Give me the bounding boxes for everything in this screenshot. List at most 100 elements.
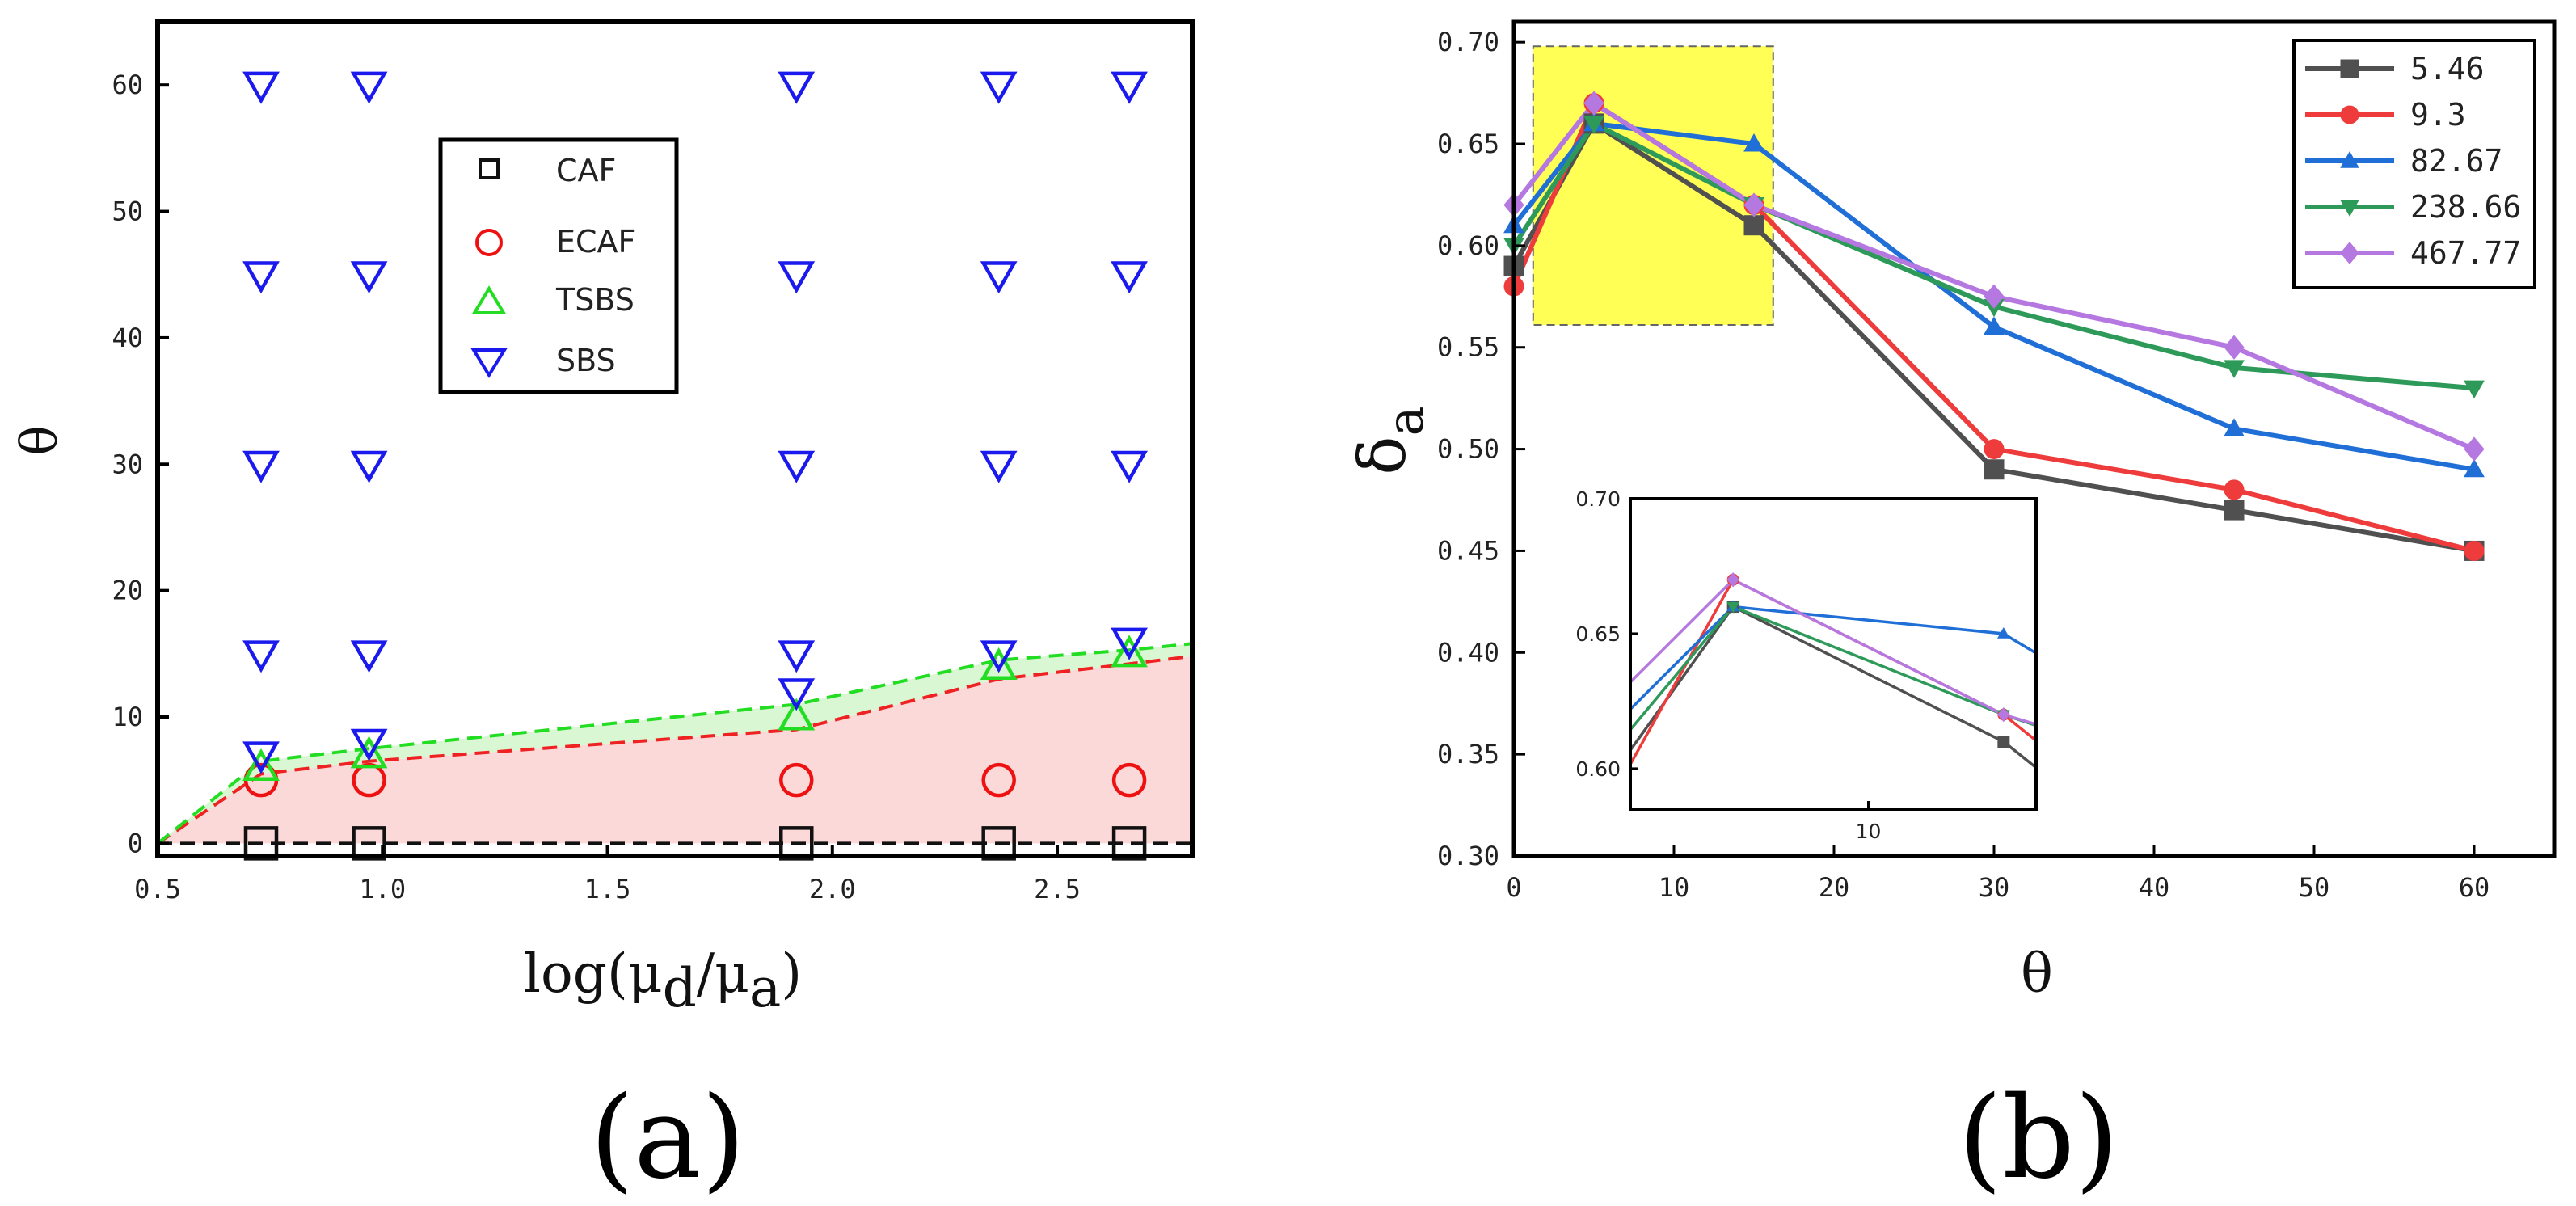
y-axis-title-b: δa (1345, 406, 1435, 474)
inset-ticks: 10 0.60 0.65 0.70 (1575, 487, 1881, 843)
sbs-point-3 (242, 261, 280, 294)
inset-5-46-point-0 (1592, 790, 1604, 801)
x-tick-label: 2.5 (1034, 874, 1081, 904)
plot-frame-b (1511, 19, 2557, 858)
legend-tsbs-label: TSBS (555, 282, 635, 318)
sbs-point-1 (242, 640, 280, 673)
ecaf-region (158, 656, 1192, 844)
sbs-point-2 (242, 450, 280, 483)
sbs-point-5 (350, 728, 388, 761)
x-tick-label: 0.5 (134, 874, 181, 904)
tsbs-point-2 (778, 698, 816, 731)
sbs-point-11 (778, 640, 816, 673)
x-title-sub1: d (663, 957, 697, 1019)
caf-point-0 (243, 826, 279, 861)
series-lines (1511, 100, 2476, 554)
y-ticks-b: 0.30 0.35 0.40 0.45 0.50 0.55 0.60 0.65 0.70 (1437, 27, 1525, 871)
legend-label-82-67: 82.67 (2410, 143, 2502, 179)
y-axis-title: θ (10, 425, 69, 455)
y-tick-label: 0.60 (1437, 230, 1499, 261)
sbs-point-14 (778, 71, 816, 104)
panel-a: 0.5 1.0 1.5 2.0 2.5 0 10 20 30 40 50 60 θ log(μd/μ… (10, 19, 1195, 1204)
legend-caf-label: CAF (556, 153, 616, 188)
caf-point-4 (1111, 826, 1147, 861)
sbs-point-9 (350, 71, 388, 104)
sbs-point-6 (350, 640, 388, 673)
legend-a: CAF ECAF TSBS SBS (438, 137, 679, 394)
series-line-238-66 (1511, 120, 2475, 391)
legend-b-items: 5.46 9.3 82.67 238.66 467.77 (2305, 51, 2521, 271)
legend-tsbs-marker (471, 285, 507, 314)
x-title-mid: /μ (697, 942, 749, 1005)
y-tick-label: 0.30 (1437, 841, 1499, 871)
series-82-67-point-2 (1743, 133, 1764, 152)
sbs-point-0 (242, 741, 280, 774)
series-82-67-point-5 (2464, 458, 2485, 478)
series-82-67-point-3 (1984, 316, 2005, 335)
y-title-b-main: δ (1345, 436, 1420, 474)
y-tick-label: 40 (112, 323, 143, 353)
series-5-46-point-3 (1984, 459, 2005, 480)
legend-marker-467-77 (2340, 242, 2359, 264)
inset-82-67-point-0 (1592, 736, 1604, 746)
sbs-point-17 (980, 261, 1018, 294)
inset-9-3-point-0 (1592, 817, 1604, 829)
tsbs-point-1 (350, 736, 388, 769)
inset-markers (1592, 571, 2415, 1071)
inset-82-67-point-2 (1996, 626, 2010, 639)
tsbs-region (158, 643, 1192, 844)
inset-y-tick-label: 0.70 (1575, 487, 1621, 511)
x-title-end: ) (781, 942, 802, 1005)
series-markers (1503, 91, 2485, 561)
panel-b: 0 10 20 30 40 50 60 0.300.350.400.450.500.550.… (1345, 19, 2557, 1204)
sbs-point-21 (1111, 261, 1148, 294)
sbs-point-13 (778, 261, 816, 294)
legend-marker-238-66 (2340, 200, 2359, 217)
plot-frame (155, 19, 1195, 858)
inset-9-3-point-3 (2404, 1033, 2415, 1044)
caf-point-2 (779, 826, 814, 861)
inset-467-77-point-3 (2404, 829, 2415, 843)
inset-467-77-point-1 (1726, 571, 1739, 588)
x-tick-label: 1.5 (584, 874, 631, 904)
legend-b: 5.46 9.3 82.67 238.66 467.77 (2292, 39, 2536, 289)
x-axis-title: log(μd/μa) (524, 942, 802, 1019)
x-title-sub2: a (749, 957, 781, 1019)
series-5-46-point-4 (2224, 500, 2245, 521)
sbs-point-22 (1111, 71, 1148, 104)
inset-5-46-point-2 (1997, 736, 2010, 748)
y-tick-label: 0.55 (1437, 332, 1499, 363)
inset-238-66-point-3 (2404, 845, 2415, 855)
inset-467-77-point-0 (1592, 708, 1604, 722)
series-238-66-point-4 (2224, 360, 2245, 378)
inset-lines (1630, 577, 2036, 770)
inset-line-82-67 (1630, 605, 2036, 711)
series-238-66-point-1 (1583, 116, 1604, 134)
inset-y-tick-label: 0.65 (1575, 622, 1621, 646)
y-tick-label: 50 (112, 196, 143, 227)
x-tick-label: 10 (1659, 872, 1690, 903)
x-tick-label: 1.0 (359, 874, 406, 904)
x-tick-label: 2.0 (809, 874, 856, 904)
series-467-77-point-3 (1984, 284, 2005, 309)
series-9-3-point-4 (2224, 479, 2245, 500)
svg-text:δa: δa (1345, 406, 1435, 474)
legend-marker-5-46 (2340, 59, 2359, 78)
sbs-point-15 (980, 640, 1018, 673)
y-tick-label: 0.35 (1437, 739, 1499, 770)
sbs-point-7 (350, 450, 388, 483)
panel-label-a: (a) (590, 1073, 746, 1204)
legend-b-frame (2292, 39, 2536, 289)
legend-label-467-77: 467.77 (2410, 235, 2521, 271)
y-tick-label: 0.45 (1437, 535, 1499, 566)
y-tick-label: 0.50 (1437, 434, 1499, 465)
inset-line-238-66 (1630, 605, 2036, 732)
inset-5-46-point-3 (2404, 1060, 2415, 1071)
x-title-main: log(μ (524, 942, 663, 1005)
legend-ecaf-marker (475, 229, 503, 256)
x-ticks-b: 0 10 20 30 40 50 60 (1506, 845, 2490, 903)
x-tick-label: 30 (1979, 872, 2010, 903)
ecaf-point-3 (981, 762, 1016, 798)
sbs-point-20 (1111, 450, 1148, 483)
series-line-467-77 (1511, 100, 2476, 452)
